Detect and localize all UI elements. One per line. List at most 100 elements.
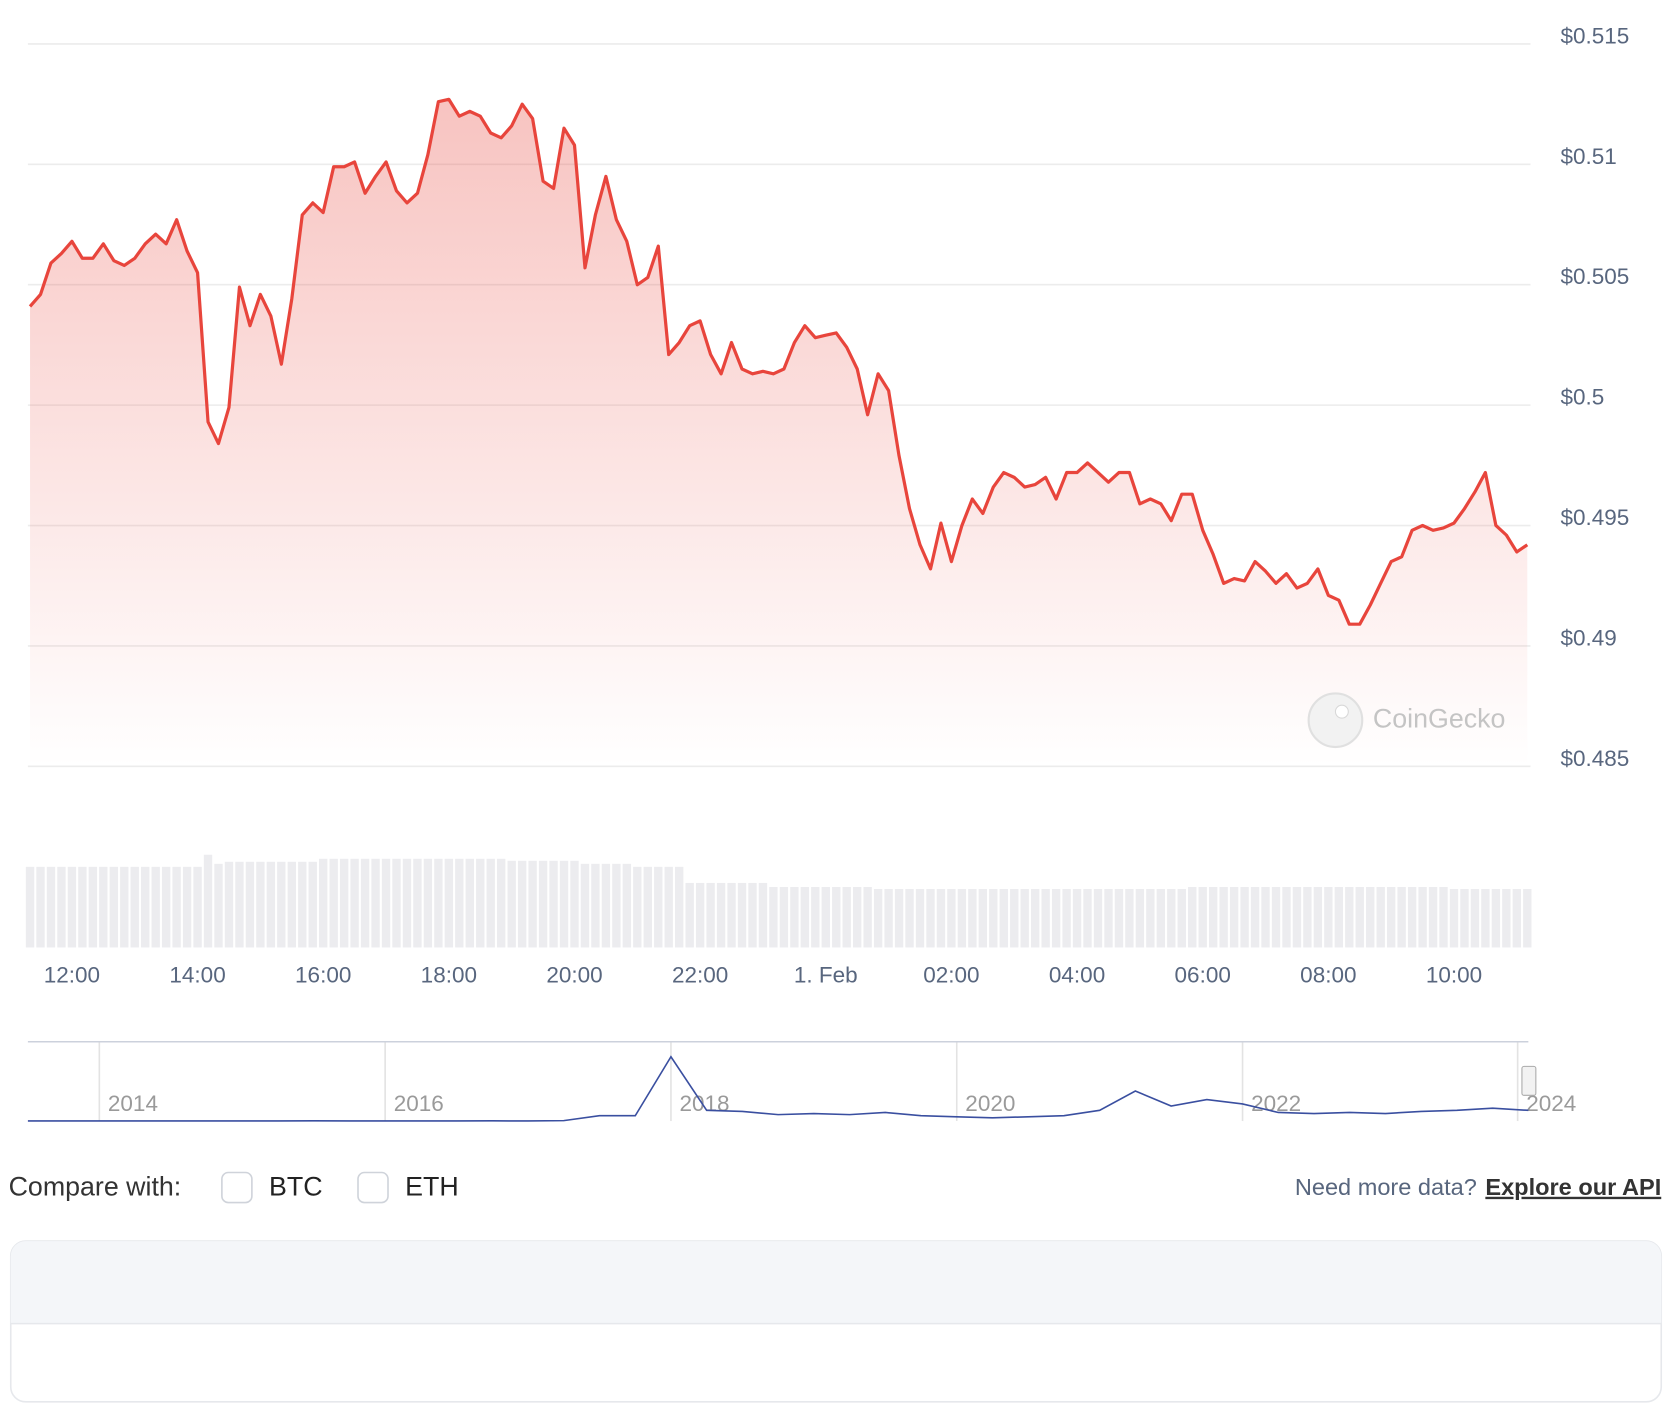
volume-bar — [141, 866, 150, 948]
volume-bar — [308, 861, 317, 948]
volume-bar — [570, 860, 579, 948]
api-text: Need more data? — [1295, 1174, 1477, 1200]
volume-bar — [1104, 888, 1113, 948]
volume-bar — [109, 866, 118, 948]
x-tick-label: 18:00 — [421, 962, 477, 987]
volume-bar — [905, 888, 914, 948]
volume-bar — [549, 860, 558, 948]
volume-bar — [245, 861, 255, 948]
volume-bar — [580, 863, 590, 948]
volume-bar — [1167, 888, 1176, 948]
compare-label: Compare with: — [9, 1172, 182, 1202]
volume-bar — [455, 858, 464, 948]
volume-bar — [1093, 888, 1103, 948]
volume-bar — [161, 866, 171, 948]
volume-bar — [748, 882, 757, 948]
compare-option[interactable]: ETH — [405, 1172, 459, 1202]
volume-bar — [1250, 886, 1260, 948]
volume-bar — [1324, 886, 1333, 948]
x-tick-label: 20:00 — [546, 962, 602, 987]
x-tick-label: 12:00 — [44, 962, 100, 987]
volume-bar — [612, 863, 621, 948]
volume-bar — [811, 886, 820, 948]
volume-bar — [1062, 888, 1071, 948]
volume-bar — [1282, 886, 1291, 948]
navigator-handle[interactable] — [1521, 1065, 1537, 1096]
volume-bar — [622, 863, 632, 948]
volume-bar — [968, 888, 977, 948]
volume-bar — [1188, 886, 1197, 948]
volume-bar — [1030, 888, 1040, 948]
navigator-label: 2016 — [394, 1091, 444, 1116]
volume-bar — [497, 858, 506, 948]
volume-bar — [1135, 888, 1145, 948]
volume-bar — [706, 882, 715, 948]
checkbox[interactable] — [221, 1171, 253, 1204]
x-tick-label: 16:00 — [295, 962, 351, 987]
volume-bar — [392, 858, 401, 948]
volume-bar — [517, 860, 527, 948]
volume-bar — [1114, 888, 1124, 948]
checkbox[interactable] — [357, 1171, 389, 1204]
volume-bar — [842, 886, 851, 948]
volume-bar — [214, 863, 223, 948]
volume-bar — [737, 882, 747, 948]
volume-bar — [538, 860, 548, 948]
volume-bar — [1072, 888, 1082, 948]
compare-option[interactable]: BTC — [269, 1172, 323, 1202]
volume-bar — [266, 861, 276, 948]
volume-bar — [1407, 886, 1417, 948]
y-tick-label: $0.5 — [1561, 385, 1605, 410]
api-link[interactable]: Explore our API — [1485, 1174, 1661, 1200]
volume-bar — [298, 861, 307, 948]
volume-bar — [852, 886, 862, 948]
navigator-frame — [28, 1042, 1528, 1121]
volume-bar — [434, 858, 443, 948]
watermark-logo — [1307, 692, 1364, 749]
volume-bar — [360, 858, 370, 948]
volume-bar — [758, 882, 768, 948]
volume-bar — [1523, 888, 1532, 948]
volume-bar — [319, 858, 328, 948]
volume-bar — [99, 866, 108, 948]
volume-bar — [151, 866, 160, 948]
price-line — [28, 97, 1529, 626]
volume-bar — [235, 861, 244, 948]
watermark-logo-eye — [1334, 704, 1349, 719]
volume-bar — [1366, 886, 1375, 948]
stats-header-row — [10, 1241, 1662, 1324]
x-tick-label: 14:00 — [169, 962, 225, 987]
x-tick-label: 22:00 — [672, 962, 728, 987]
volume-bar — [1386, 886, 1396, 948]
x-tick-label: 06:00 — [1175, 962, 1231, 987]
navigator-label: 2018 — [680, 1091, 730, 1116]
volume-bar — [1125, 888, 1134, 948]
volume-bar — [1418, 886, 1427, 948]
volume-bar — [120, 866, 129, 948]
volume-bar — [1261, 886, 1270, 948]
volume-bar — [716, 882, 726, 948]
volume-bar — [193, 866, 202, 948]
volume-bar — [1292, 886, 1302, 948]
volume-bar — [999, 888, 1008, 948]
y-tick-label: $0.505 — [1561, 264, 1630, 289]
volume-bar — [1512, 888, 1522, 948]
navigator-line — [27, 1055, 1529, 1122]
navigator-label: 2020 — [965, 1091, 1015, 1116]
volume-bar — [423, 858, 433, 948]
navigator-label: 2014 — [108, 1091, 158, 1116]
volume-bar — [1198, 886, 1207, 948]
volume-bar — [873, 888, 883, 948]
y-tick-label: $0.485 — [1561, 746, 1630, 771]
volume-bar — [224, 861, 234, 948]
volume-bar — [1470, 888, 1480, 948]
volume-bar — [832, 886, 841, 948]
x-tick-label: 08:00 — [1300, 962, 1356, 987]
volume-bar — [1397, 886, 1406, 948]
volume-bar — [936, 888, 946, 948]
volume-bar — [779, 886, 789, 948]
volume-bar — [1146, 888, 1155, 948]
y-tick-label: $0.51 — [1561, 144, 1617, 169]
volume-bar — [685, 882, 694, 948]
